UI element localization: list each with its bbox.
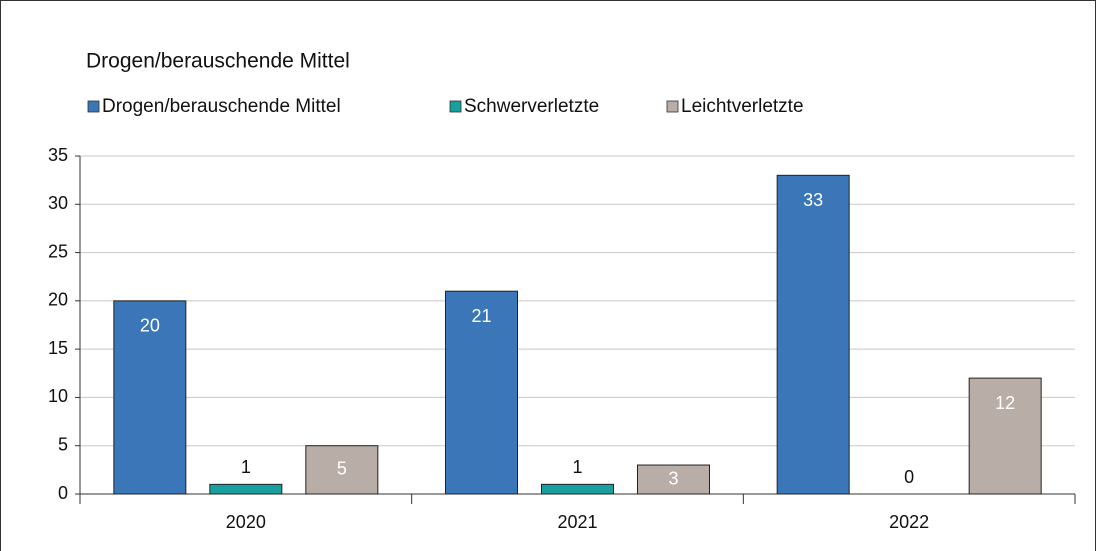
data-label: 33 <box>803 190 823 210</box>
x-tick-label: 2021 <box>557 512 597 532</box>
data-label: 5 <box>337 459 347 479</box>
chart-title: Drogen/berauschende Mittel <box>86 50 350 73</box>
data-label: 1 <box>241 457 251 477</box>
x-tick-label: 2020 <box>226 512 266 532</box>
legend-label: Drogen/berauschende Mittel <box>102 96 341 117</box>
legend-label: Leichtverletzte <box>681 96 804 117</box>
y-tick-label: 15 <box>48 338 68 358</box>
data-label: 12 <box>995 393 1015 413</box>
bar <box>541 483 614 495</box>
y-tick-label: 5 <box>58 434 68 454</box>
y-tick-label: 10 <box>48 386 68 406</box>
bar <box>637 464 710 495</box>
y-tick-label: 0 <box>58 483 68 503</box>
bar <box>113 300 187 495</box>
bar <box>305 445 379 495</box>
bar <box>445 290 518 495</box>
legend-swatch <box>449 100 462 113</box>
data-label: 3 <box>668 468 678 488</box>
data-label: 21 <box>471 306 491 326</box>
y-tick-label: 20 <box>48 290 68 310</box>
data-label: 1 <box>572 457 582 477</box>
x-tick-label: 2022 <box>889 512 929 532</box>
legend-swatch <box>87 100 100 113</box>
y-tick-label: 25 <box>48 241 68 261</box>
bar <box>209 483 283 495</box>
y-tick-label: 35 <box>48 145 68 165</box>
bar <box>968 377 1042 495</box>
legend-swatch <box>666 100 679 113</box>
bar <box>776 174 850 495</box>
legend-label: Schwerverletzte <box>464 96 599 117</box>
data-label: 0 <box>904 467 914 487</box>
data-label: 20 <box>140 316 160 336</box>
y-tick-label: 30 <box>48 193 68 213</box>
